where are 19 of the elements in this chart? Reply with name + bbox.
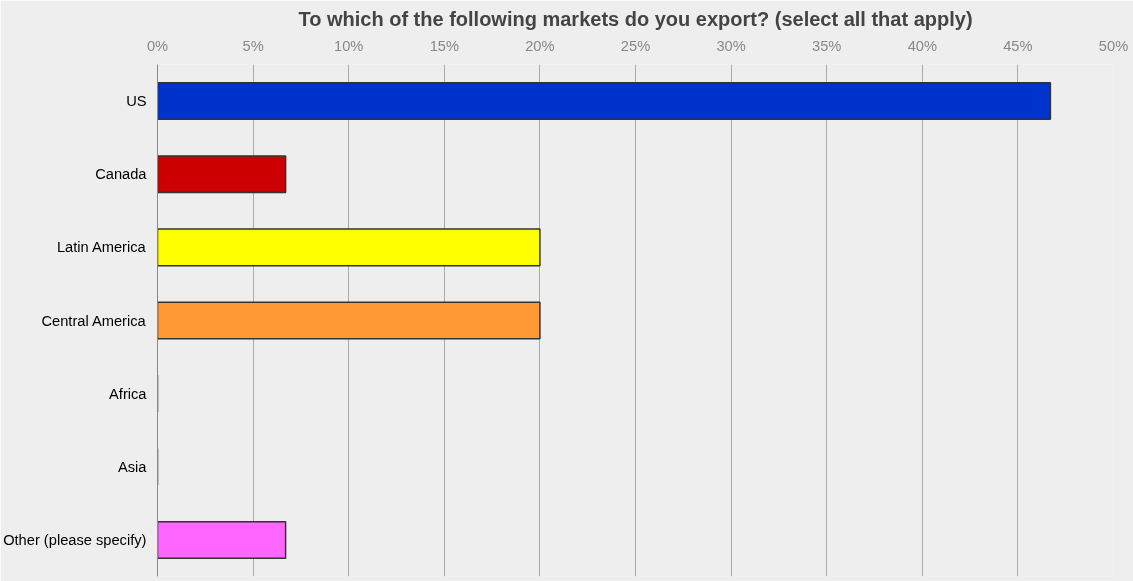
y-tick-label: Asia (117, 458, 148, 475)
y-tick-label: US (126, 93, 147, 110)
x-tick-label: 35% (812, 37, 842, 54)
x-tick-label: 50% (1098, 37, 1129, 54)
x-tick-label: 15% (429, 37, 459, 54)
y-tick-label: Latin America (56, 239, 147, 256)
x-tick-label: 5% (242, 37, 264, 54)
y-tick-label: Other (please specify) (3, 531, 147, 548)
y-tick-label: Canada (95, 166, 148, 183)
x-tick-label: 40% (907, 37, 937, 54)
x-tick-label: 25% (620, 37, 651, 54)
y-tick-label: Africa (109, 385, 148, 402)
chart-title: To which of the following markets do you export? (select all that apply) (298, 7, 973, 30)
x-tick-label: 20% (525, 37, 555, 54)
y-tick-label: Central America (41, 312, 147, 329)
x-tick-label: 10% (334, 37, 364, 54)
x-tick-label: 30% (716, 37, 746, 54)
x-tick-label: 0% (146, 37, 169, 54)
x-tick-label: 45% (1003, 37, 1033, 54)
